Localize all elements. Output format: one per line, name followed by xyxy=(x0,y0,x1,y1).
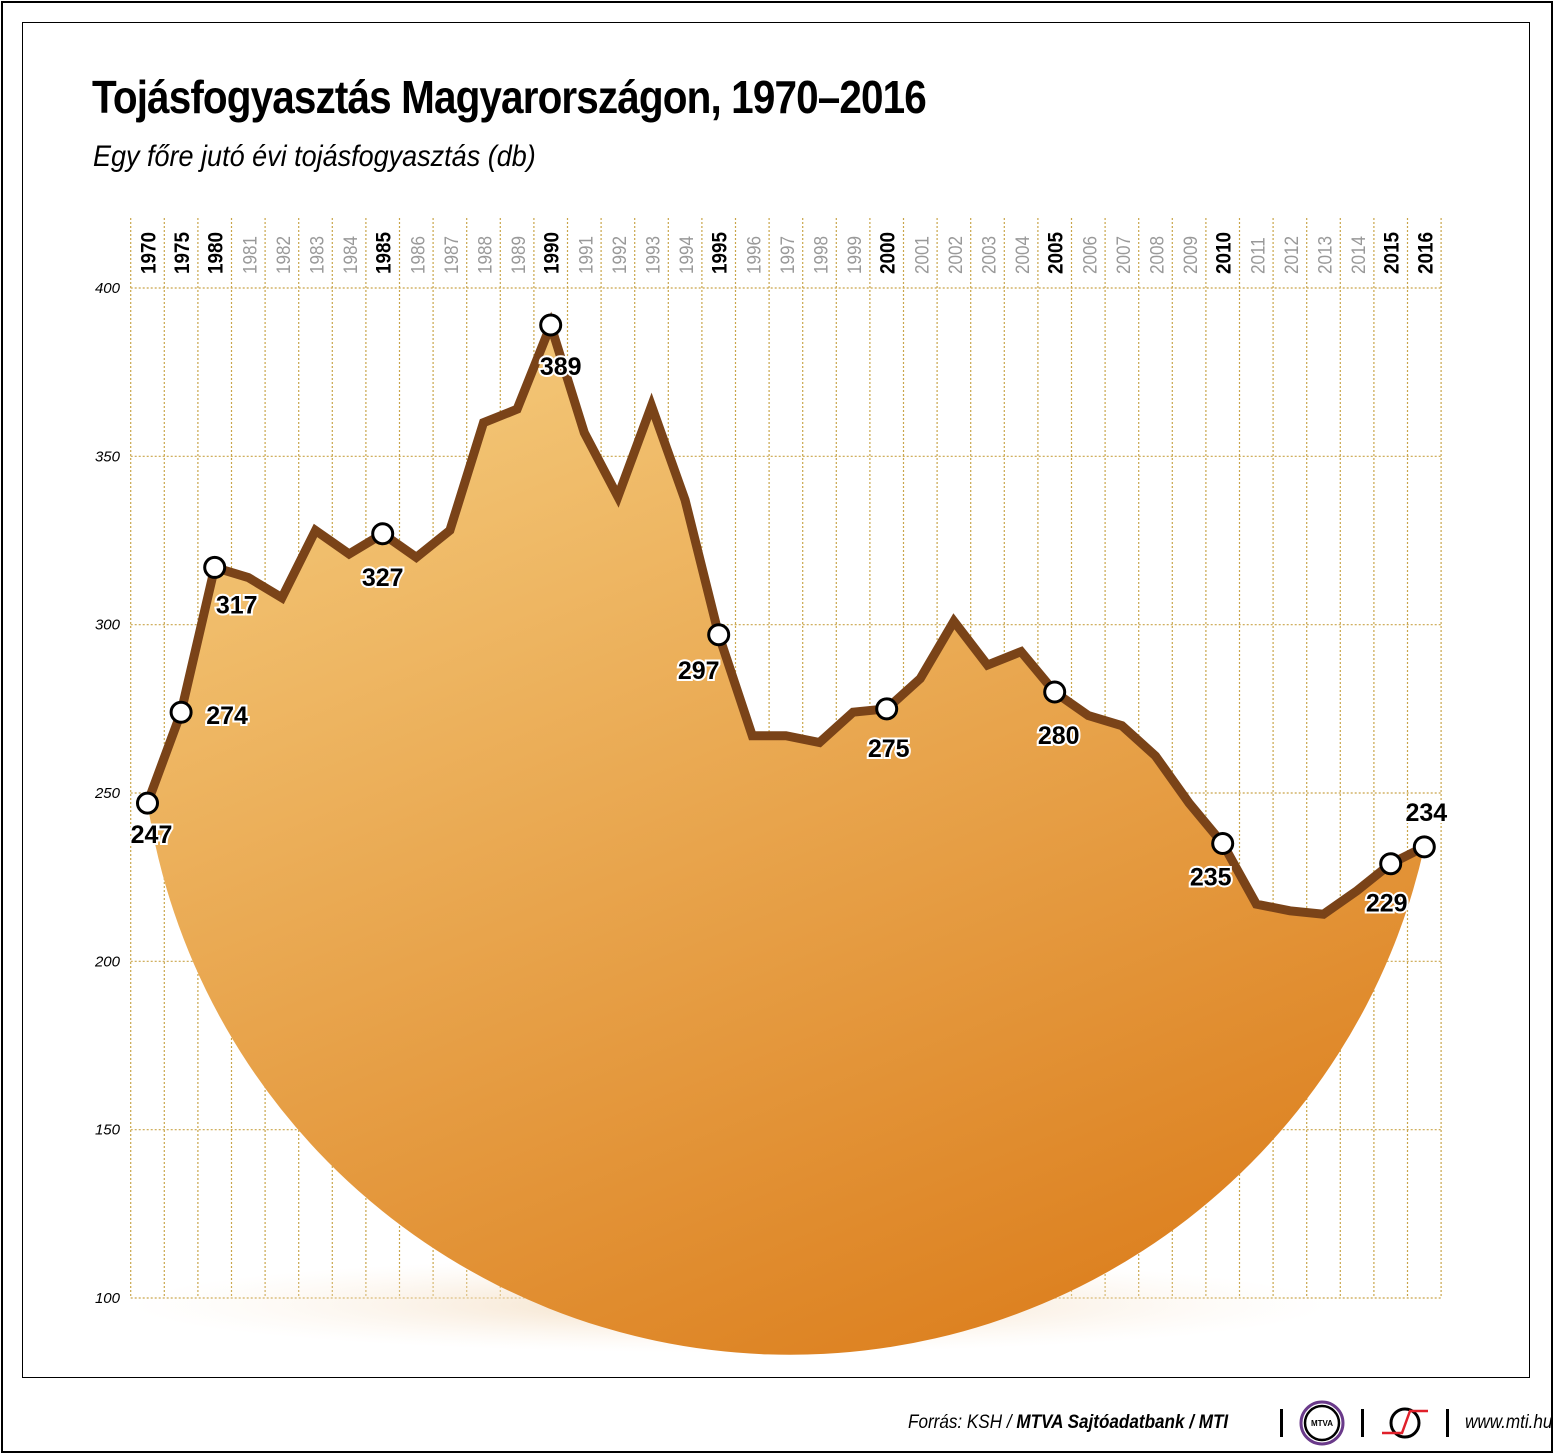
source-prefix: Forrás: KSH / xyxy=(908,1412,1017,1433)
x-tick-label: 1980 xyxy=(205,232,228,274)
data-point-marker xyxy=(1043,680,1067,704)
data-label: 235 xyxy=(1190,864,1232,892)
x-tick-label: 1990 xyxy=(541,232,564,274)
x-tick-label: 1987 xyxy=(441,236,462,274)
mti-logo-icon xyxy=(1381,1407,1428,1439)
chart-frame xyxy=(22,22,1530,1378)
x-tick-label: 1992 xyxy=(609,236,630,274)
data-point-marker xyxy=(203,555,227,579)
y-tick-label: 100 xyxy=(95,1290,121,1307)
source-bold: MTVA Sajtóadatbank / MTI xyxy=(1016,1412,1229,1433)
divider xyxy=(1445,1409,1449,1437)
data-point-marker xyxy=(1211,832,1235,855)
series-line xyxy=(143,311,1427,919)
x-tick-label: 2002 xyxy=(945,236,966,274)
x-tick-label: 1983 xyxy=(307,236,328,274)
x-tick-label: 2001 xyxy=(911,236,932,274)
data-point-marker xyxy=(707,623,731,647)
x-tick-label: 2011 xyxy=(1247,237,1268,274)
y-tick-label: 400 xyxy=(95,280,121,297)
data-label: 234 xyxy=(1405,799,1447,827)
y-tick-label: 200 xyxy=(94,953,121,970)
x-tick-label: 1982 xyxy=(273,236,294,274)
y-tick-label: 150 xyxy=(95,1122,121,1139)
data-point-marker xyxy=(1412,835,1436,859)
mtva-logo-icon: MTVA xyxy=(1299,1400,1345,1446)
x-tick-label: 1994 xyxy=(676,236,697,274)
data-label: 389 xyxy=(540,353,582,381)
data-point-marker xyxy=(875,697,899,721)
svg-text:MTVA: MTVA xyxy=(1311,1419,1333,1428)
website-url: www.mti.hu xyxy=(1464,1412,1553,1433)
y-tick-label: 300 xyxy=(95,617,121,634)
area-fill xyxy=(147,325,1425,1355)
x-tick-label: 1986 xyxy=(407,236,428,274)
data-label: 327 xyxy=(362,564,404,592)
x-tick-label: 2000 xyxy=(877,232,900,274)
x-tick-label: 2015 xyxy=(1381,232,1404,274)
x-tick-label: 2008 xyxy=(1147,236,1168,274)
data-label: 297 xyxy=(678,657,720,685)
data-label: 274 xyxy=(206,702,248,730)
x-tick-label: 2004 xyxy=(1012,236,1033,274)
x-tick-label: 2013 xyxy=(1315,236,1336,274)
data-label: 317 xyxy=(216,591,258,619)
y-tick-label: 250 xyxy=(94,785,121,802)
x-tick-label: 1991 xyxy=(575,236,596,274)
data-label: 275 xyxy=(868,735,910,763)
x-tick-label: 2016 xyxy=(1414,232,1437,274)
x-tick-label: 1985 xyxy=(373,232,396,274)
data-point-marker xyxy=(1379,852,1403,876)
data-point-marker xyxy=(169,700,193,724)
x-tick-label: 2012 xyxy=(1281,236,1302,274)
x-tick-label: 1996 xyxy=(743,236,764,274)
chart-subtitle: Egy főre jutó évi tojásfogyasztás (db) xyxy=(93,140,536,173)
x-tick-label: 1998 xyxy=(811,236,832,274)
x-tick-label: 2003 xyxy=(979,236,1000,274)
x-tick-label: 2009 xyxy=(1180,236,1201,274)
y-tick-label: 350 xyxy=(95,448,121,465)
x-tick-label: 1993 xyxy=(643,236,664,274)
data-label: 280 xyxy=(1038,722,1080,750)
x-tick-label: 2006 xyxy=(1079,236,1100,274)
chart-title: Tojásfogyasztás Magyarországon, 1970–201… xyxy=(92,71,927,123)
data-point-marker xyxy=(371,522,395,546)
x-tick-label: 2010 xyxy=(1213,232,1236,274)
source-text: Forrás: KSH / MTVA Sajtóadatbank / MTI xyxy=(908,1412,1228,1434)
x-tick-label: 2005 xyxy=(1045,232,1068,274)
x-tick-label: 1999 xyxy=(844,236,865,274)
x-tick-label: 2014 xyxy=(1348,236,1369,274)
x-tick-label: 1995 xyxy=(709,232,732,274)
x-tick-label: 1970 xyxy=(138,232,161,274)
x-tick-label: 1981 xyxy=(239,236,260,274)
data-label: 247 xyxy=(131,821,173,849)
x-tick-label: 1984 xyxy=(340,236,361,274)
x-tick-label: 1989 xyxy=(508,236,529,274)
data-point-marker xyxy=(539,313,563,337)
x-tick-label: 2007 xyxy=(1113,236,1134,274)
x-tick-label: 1975 xyxy=(171,232,194,274)
data-label: 229 xyxy=(1366,890,1408,918)
data-point-marker xyxy=(136,791,159,815)
divider xyxy=(1360,1409,1364,1437)
x-tick-label: 1997 xyxy=(777,236,798,274)
divider xyxy=(1279,1409,1283,1437)
footer: Forrás: KSH / MTVA Sajtóadatbank / MTI M… xyxy=(908,1400,1554,1446)
x-tick-label: 1988 xyxy=(475,236,496,274)
